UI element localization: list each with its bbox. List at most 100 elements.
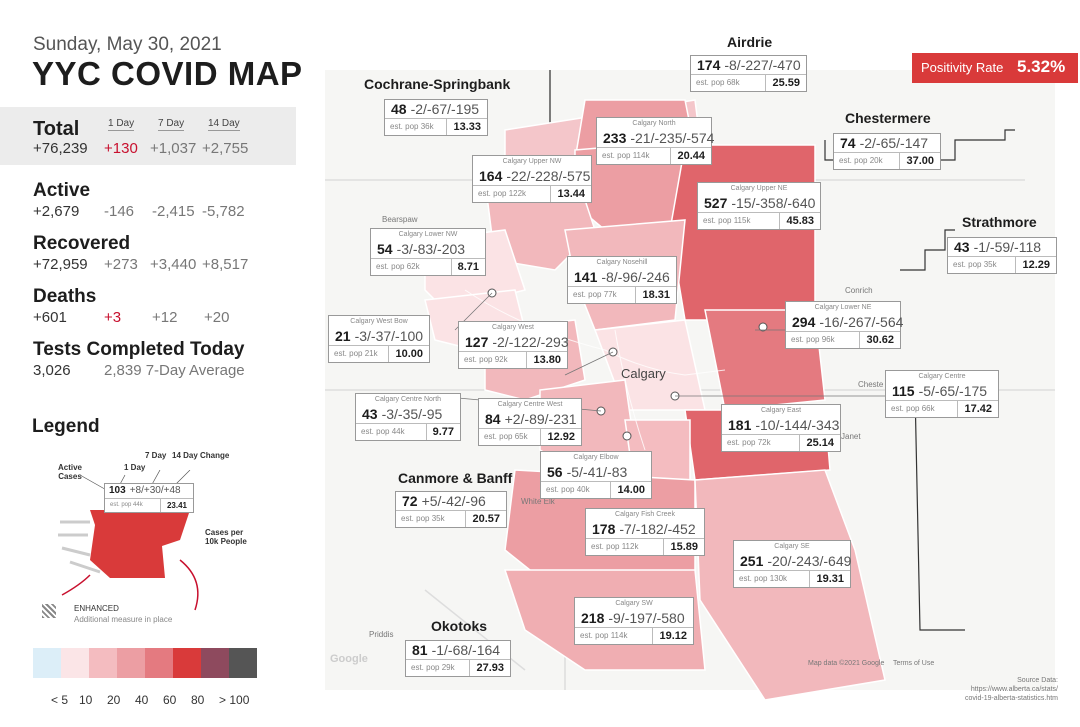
- region-tag-cochrane: 48 -2/-67/-195 est. pop 36k 13.33: [384, 99, 488, 136]
- scale-label: > 100: [219, 693, 250, 707]
- legend-diagram: [58, 470, 199, 611]
- region-pop: est. pop 114k: [602, 151, 650, 160]
- map-data-credit: Map data ©2021 Google: [808, 660, 885, 667]
- region-changes: -3/-37/-100: [354, 328, 424, 344]
- region-tag-centrewest: Calgary Centre West 84 +2/-89/-231 est. pop…: [478, 398, 582, 446]
- scale-swatch: [173, 648, 201, 678]
- region-pop: est. pop 20k: [839, 156, 883, 165]
- region-pop: est. pop 35k: [401, 514, 445, 523]
- region-tag-nosehill: Calgary Nosehill 141 -8/-96/-246 est. pop 7…: [567, 256, 677, 304]
- active-7day: -2,415: [152, 203, 195, 220]
- region-active: 54: [377, 241, 393, 257]
- region-footer: est. pop 122k 13.44: [473, 185, 591, 202]
- region-name: Calgary Centre North: [374, 396, 442, 403]
- region-tag-sw: Calgary SW 218 -9/-197/-580 est. pop 114k 19…: [574, 597, 694, 645]
- total-7day: +1,037: [150, 140, 197, 157]
- region-changes: -2/-67/-195: [410, 101, 480, 117]
- region-rate: 13.33: [446, 119, 487, 135]
- region-counts: 181 -10/-144/-343: [722, 416, 840, 434]
- region-rate: 17.42: [957, 401, 998, 417]
- region-changes: -1/-59/-118: [973, 239, 1042, 255]
- scale-swatch: [229, 648, 257, 678]
- legend-cases-per: Cases per 10k People: [205, 528, 247, 546]
- source-line2[interactable]: https://www.alberta.ca/stats/: [970, 686, 1058, 693]
- region-active: 527: [704, 195, 728, 211]
- total-label: Total: [33, 118, 80, 140]
- region-name: Calgary North: [632, 120, 676, 127]
- region-active: 141: [574, 269, 598, 285]
- total-14day: +2,755: [202, 140, 249, 157]
- region-rate: 27.93: [469, 660, 510, 676]
- col-header-7day: 7 Day: [158, 118, 185, 131]
- region-changes: -21/-235/-574: [630, 130, 715, 146]
- region-pop: est. pop 44k: [361, 427, 405, 436]
- region-tag-centre: Calgary Centre 115 -5/-65/-175 est. pop 66k…: [885, 370, 999, 418]
- region-counts: 233 -21/-235/-574: [597, 129, 715, 147]
- map-label-chestermere-small: Cheste: [858, 380, 884, 389]
- scale-swatch: [145, 648, 173, 678]
- region-changes: -8/-227/-470: [724, 57, 801, 73]
- deaths-value: +601: [33, 309, 67, 326]
- city-strathmore: Strathmore: [962, 214, 1037, 230]
- region-pop: est. pop 92k: [464, 355, 508, 364]
- region-footer: est. pop 21k 10.00: [329, 345, 429, 362]
- total-highlight: [0, 107, 296, 165]
- region-rate: 10.00: [388, 346, 429, 362]
- region-rate: 25.14: [799, 435, 840, 451]
- marker-lower-ne: [758, 322, 768, 332]
- region-changes: -9/-197/-580: [608, 610, 685, 626]
- region-tag-strathmore: 43 -1/-59/-118 est. pop 35k 12.29: [947, 237, 1057, 274]
- region-name: Calgary West Bow: [350, 318, 408, 325]
- region-active: 233: [603, 130, 627, 146]
- scale-swatch: [89, 648, 117, 678]
- region-counts: 527 -15/-358/-640: [698, 194, 820, 212]
- region-counts: 218 -9/-197/-580: [575, 609, 693, 627]
- region-name: Calgary Fish Creek: [615, 511, 675, 518]
- region-counts: 84 +2/-89/-231: [479, 410, 581, 428]
- region-changes: -5/-41/-83: [566, 464, 628, 480]
- region-footer: est. pop 44k 9.77: [356, 423, 460, 440]
- region-counts: 127 -2/-122/-293: [459, 333, 569, 351]
- region-footer: est. pop 66k 17.42: [886, 400, 998, 417]
- region-active: 164: [479, 168, 503, 184]
- region-pop: est. pop 68k: [696, 78, 740, 87]
- region-active: 48: [391, 101, 407, 117]
- deaths-1day: +3: [104, 309, 122, 326]
- source-line3[interactable]: covid-19-alberta-statistics.htm: [965, 695, 1058, 702]
- region-tag-upperne: Calgary Upper NE 527 -15/-358/-640 est. pop…: [697, 182, 821, 230]
- region-pop: est. pop 29k: [411, 663, 455, 672]
- map-terms[interactable]: Terms of Use: [893, 660, 935, 667]
- region-tag-east: Calgary East 181 -10/-144/-343 est. pop 72k…: [721, 404, 841, 452]
- region-pop: est. pop 96k: [791, 335, 835, 344]
- active-value: +2,679: [33, 203, 80, 220]
- map-label-calgary: Calgary: [621, 366, 666, 381]
- region-changes: -3/-83/-203: [396, 241, 466, 257]
- region-active: 127: [465, 334, 489, 350]
- region-footer: est. pop 112k 15.89: [586, 538, 704, 555]
- region-pop: est. pop 114k: [580, 631, 628, 640]
- region-pop: est. pop 40k: [546, 485, 590, 494]
- region-pop: est. pop 35k: [953, 260, 997, 269]
- region-footer: est. pop 114k 19.12: [575, 627, 693, 644]
- region-changes: -10/-144/-343: [755, 417, 840, 433]
- legend-active-cases: Active Cases: [57, 463, 82, 481]
- region-footer: est. pop 92k 13.80: [459, 351, 567, 368]
- legend-arrow-right: [179, 559, 199, 611]
- region-counts: 74 -2/-65/-147: [834, 134, 940, 152]
- region-counts: 294 -16/-267/-564: [786, 313, 903, 331]
- region-rate: 13.80: [526, 352, 567, 368]
- region-active: 84: [485, 411, 501, 427]
- legend-1day: 1 Day: [124, 463, 146, 472]
- region-changes: -7/-182/-452: [619, 521, 696, 537]
- report-date: Sunday, May 30, 2021: [33, 34, 222, 55]
- region-active: 74: [840, 135, 856, 151]
- scale-swatch: [61, 648, 89, 678]
- region-counts: 54 -3/-83/-203: [371, 240, 485, 258]
- scale-label: 20: [107, 693, 121, 707]
- region-active: 294: [792, 314, 816, 330]
- region-pop: est. pop 72k: [727, 438, 771, 447]
- region-changes: -15/-358/-640: [731, 195, 816, 211]
- region-counts: 56 -5/-41/-83: [541, 463, 651, 481]
- region-pop: est. pop 21k: [334, 349, 378, 358]
- region-active: 81: [412, 642, 428, 658]
